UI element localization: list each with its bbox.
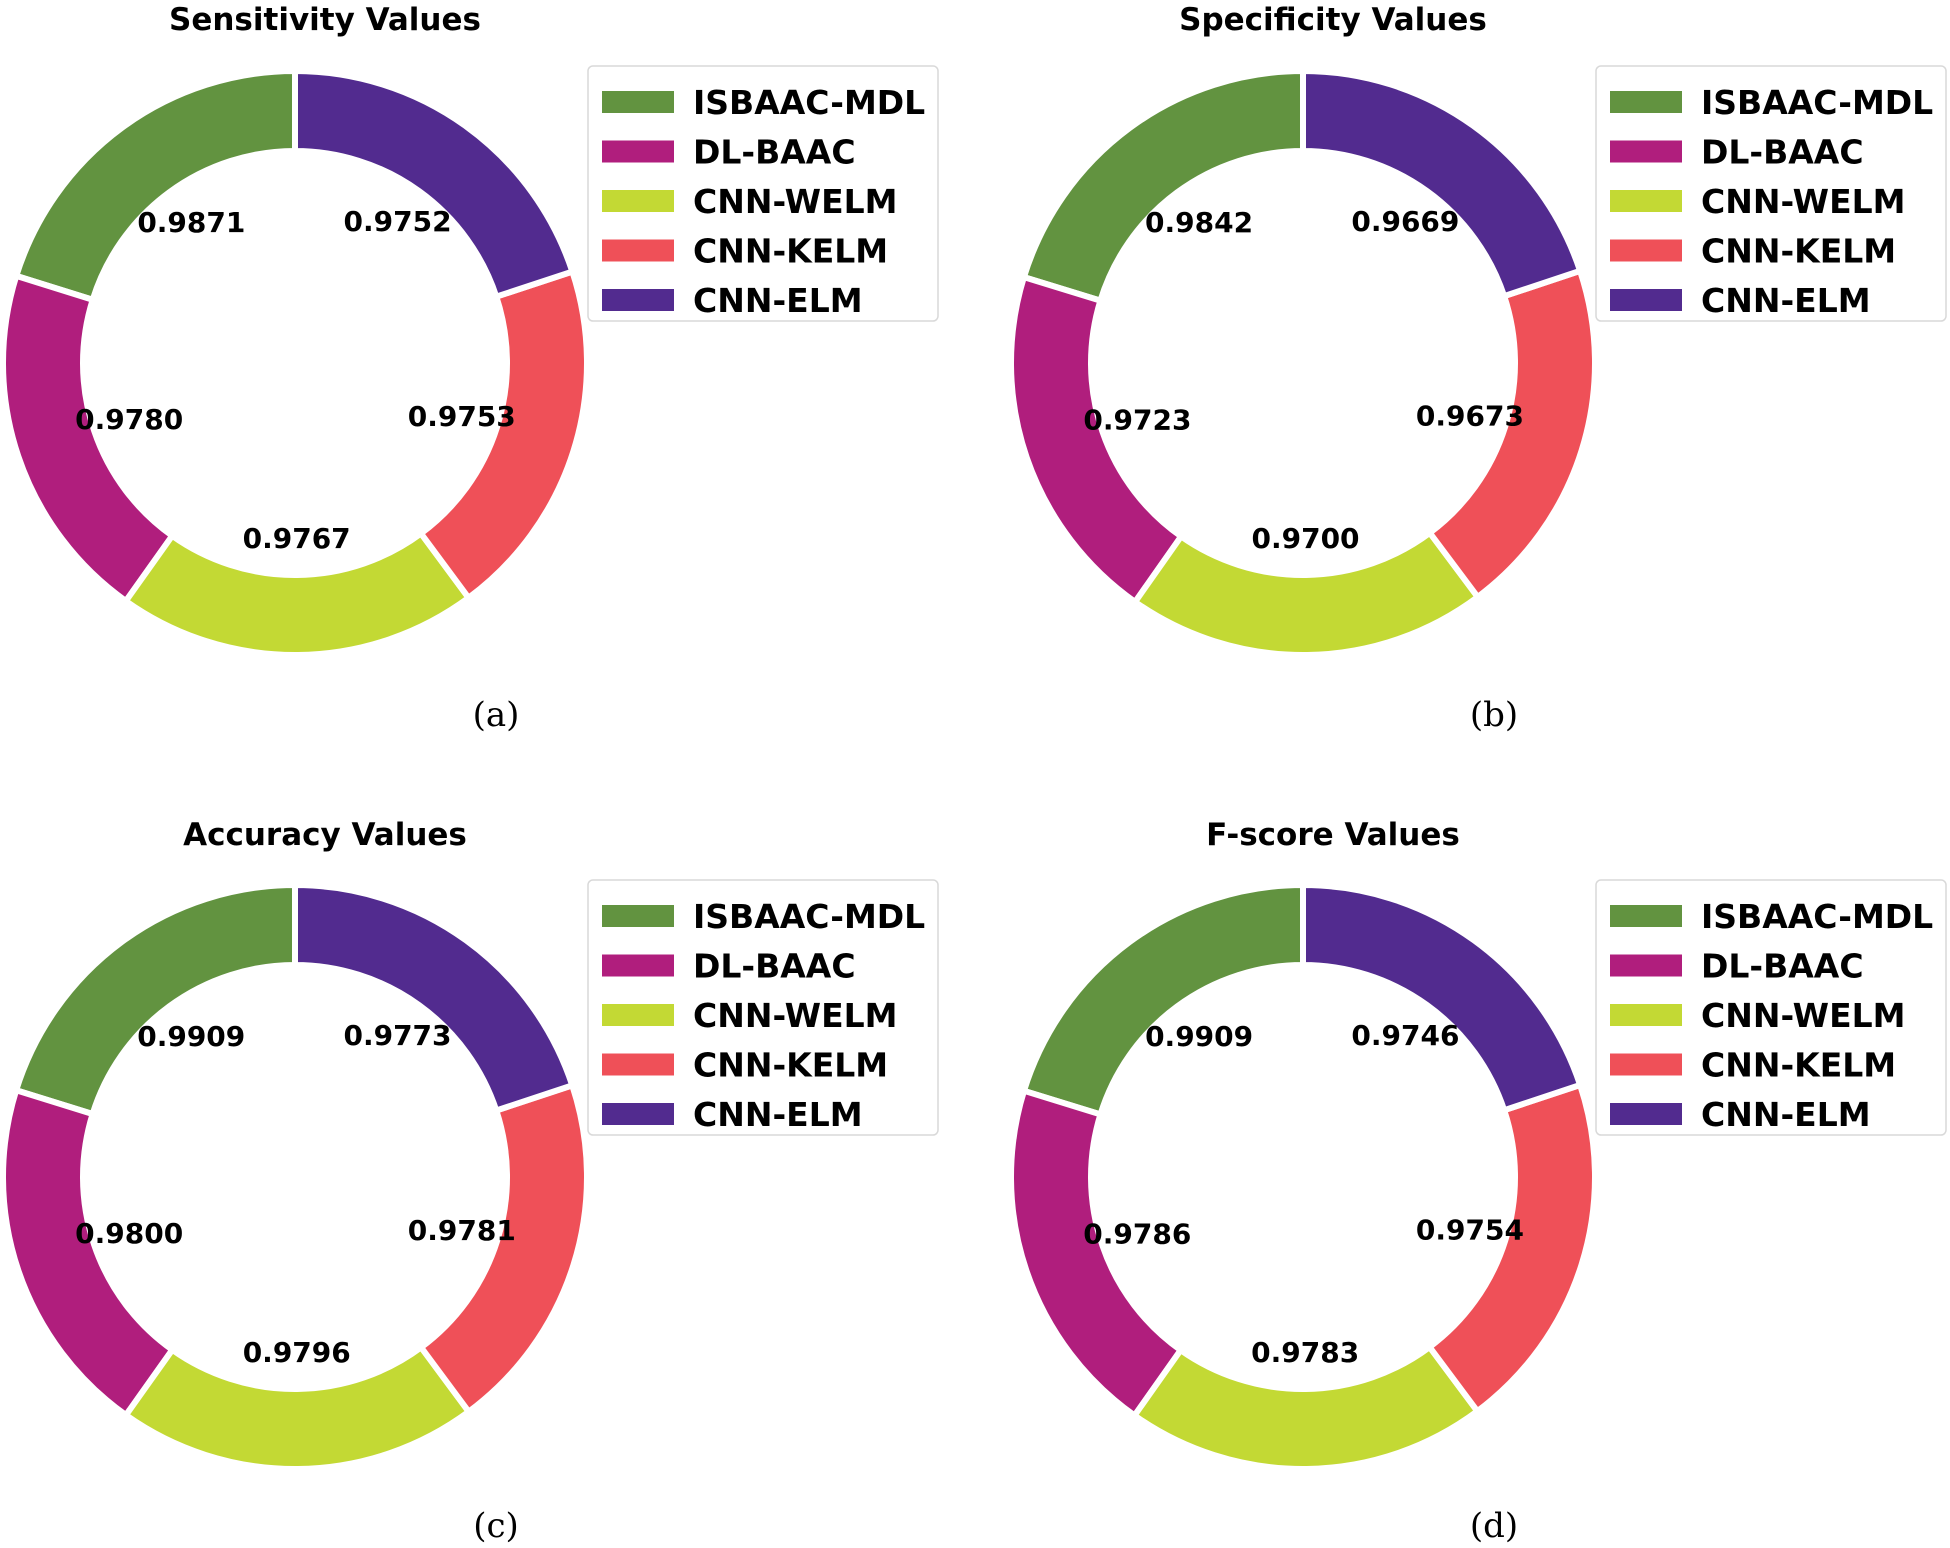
legend-label-cnn-kelm: CNN-KELM: [693, 232, 888, 271]
legend-swatch-cnn-welm: [602, 1004, 674, 1026]
slice-dl-baac: [0, 272, 177, 606]
slice-cnn-kelm: [1425, 267, 1598, 602]
data-label-cnn-welm: 0.9783: [1251, 1336, 1359, 1369]
legend: ISBAAC-MDL DL-BAAC CNN-WELM CNN-KELM CNN-ELM: [1595, 65, 1947, 322]
slice-isbaac-mdl: [12, 67, 298, 304]
legend-frame: [587, 65, 939, 322]
chart-specificity-values: Specificity Values 0.9842 0.9723 0.9700 0.96…: [1008, 2, 1947, 735]
data-label-cnn-welm: 0.9700: [1251, 522, 1359, 555]
legend: ISBAAC-MDL DL-BAAC CNN-WELM CNN-KELM CNN-ELM: [587, 65, 939, 322]
legend-label-cnn-elm: CNN-ELM: [693, 281, 863, 320]
legend-label-cnn-kelm: CNN-KELM: [1701, 232, 1896, 271]
data-label-isbaac-mdl: 0.9909: [137, 1020, 245, 1053]
legend-label-dl-baac: DL-BAAC: [693, 947, 856, 986]
legend-label-dl-baac: DL-BAAC: [693, 133, 856, 172]
slice-dl-baac: [1008, 273, 1186, 607]
legend-swatch-isbaac-mdl: [1610, 905, 1682, 927]
legend-swatch-cnn-welm: [1610, 190, 1682, 212]
data-label-cnn-kelm: 0.9753: [408, 400, 516, 433]
legend-label-cnn-elm: CNN-ELM: [693, 1095, 863, 1134]
data-label-cnn-elm: 0.9746: [1351, 1019, 1459, 1052]
legend-swatch-cnn-kelm: [1610, 239, 1682, 262]
slice-cnn-elm: [292, 881, 577, 1115]
legend-label-cnn-elm: CNN-ELM: [1701, 281, 1871, 320]
legend-swatch-dl-baac: [602, 140, 674, 163]
legend-label-isbaac-mdl: ISBAAC-MDL: [1701, 83, 1933, 122]
data-label-dl-baac: 0.9800: [75, 1217, 183, 1250]
slice-cnn-kelm: [416, 267, 590, 603]
slice-dl-baac: [0, 1086, 177, 1420]
chart-title: Specificity Values: [1179, 2, 1487, 38]
legend-swatch-cnn-kelm: [602, 239, 674, 262]
chart-sensitivity-values: Sensitivity Values 0.9871 0.9780 0.9767 0.97…: [0, 2, 939, 735]
legend-label-isbaac-mdl: ISBAAC-MDL: [1701, 897, 1933, 936]
legend-swatch-dl-baac: [602, 954, 674, 977]
data-label-dl-baac: 0.9780: [75, 403, 183, 436]
chart-accuracy-values: Accuracy Values 0.9909 0.9800 0.9796 0.9781 0…: [0, 817, 939, 1546]
slice-isbaac-mdl: [1020, 881, 1306, 1119]
slice-isbaac-mdl: [1020, 67, 1306, 305]
panel-caption: (d): [1470, 1506, 1518, 1546]
legend-swatch-cnn-welm: [1610, 1004, 1682, 1026]
legend-swatch-cnn-elm: [602, 1103, 674, 1125]
legend-label-cnn-welm: CNN-WELM: [1701, 996, 1905, 1035]
data-label-isbaac-mdl: 0.9842: [1145, 206, 1253, 239]
legend-label-cnn-elm: CNN-ELM: [1701, 1095, 1871, 1134]
chart-title: Sensitivity Values: [169, 2, 481, 38]
data-label-cnn-kelm: 0.9754: [1416, 1214, 1524, 1247]
legend-swatch-dl-baac: [1610, 954, 1682, 977]
data-label-dl-baac: 0.9786: [1083, 1217, 1191, 1250]
legend-swatch-cnn-kelm: [602, 1053, 674, 1076]
legend-frame: [1595, 879, 1947, 1136]
slice-cnn-kelm: [416, 1081, 590, 1416]
legend-swatch-isbaac-mdl: [602, 905, 674, 927]
legend-label-isbaac-mdl: ISBAAC-MDL: [693, 897, 925, 936]
slice-cnn-kelm: [1425, 1081, 1598, 1416]
legend-frame: [587, 879, 939, 1136]
legend: ISBAAC-MDL DL-BAAC CNN-WELM CNN-KELM CNN-ELM: [1595, 879, 1947, 1136]
chart-title: Accuracy Values: [183, 817, 467, 853]
slice-cnn-elm: [1300, 881, 1584, 1115]
data-label-dl-baac: 0.9723: [1083, 404, 1191, 437]
legend-swatch-cnn-kelm: [1610, 1053, 1682, 1076]
panel-caption: (c): [473, 1506, 519, 1546]
legend-swatch-cnn-elm: [1610, 1103, 1682, 1125]
panel-caption: (b): [1470, 695, 1518, 735]
legend-swatch-isbaac-mdl: [1610, 91, 1682, 113]
legend-swatch-dl-baac: [1610, 140, 1682, 163]
legend-swatch-isbaac-mdl: [602, 91, 674, 113]
data-label-isbaac-mdl: 0.9909: [1145, 1020, 1253, 1053]
legend-label-dl-baac: DL-BAAC: [1701, 133, 1864, 172]
legend-swatch-cnn-elm: [602, 289, 674, 311]
slice-cnn-elm: [292, 67, 577, 301]
legend-label-dl-baac: DL-BAAC: [1701, 947, 1864, 986]
data-label-cnn-welm: 0.9796: [243, 1336, 351, 1369]
panel-caption: (a): [473, 695, 520, 735]
data-label-cnn-elm: 0.9669: [1351, 205, 1459, 238]
legend-label-isbaac-mdl: ISBAAC-MDL: [693, 83, 925, 122]
data-label-cnn-elm: 0.9773: [343, 1019, 451, 1052]
legend-frame: [1595, 65, 1947, 322]
legend-label-cnn-kelm: CNN-KELM: [693, 1046, 888, 1085]
data-label-isbaac-mdl: 0.9871: [137, 206, 245, 239]
legend-swatch-cnn-welm: [602, 190, 674, 212]
chart-title: F-score Values: [1206, 817, 1460, 853]
data-label-cnn-kelm: 0.9781: [408, 1214, 516, 1247]
chart-f-score-values: F-score Values 0.9909 0.9786 0.9783 0.9754 0.…: [1008, 817, 1947, 1546]
legend-label-cnn-welm: CNN-WELM: [1701, 182, 1905, 221]
legend-swatch-cnn-elm: [1610, 289, 1682, 311]
slice-cnn-elm: [1300, 67, 1584, 300]
data-label-cnn-elm: 0.9752: [344, 205, 452, 238]
legend-label-cnn-welm: CNN-WELM: [693, 182, 897, 221]
legend-label-cnn-kelm: CNN-KELM: [1701, 1046, 1896, 1085]
data-label-cnn-welm: 0.9767: [243, 522, 351, 555]
data-label-cnn-kelm: 0.9673: [1416, 399, 1524, 432]
legend-label-cnn-welm: CNN-WELM: [693, 996, 897, 1035]
legend: ISBAAC-MDL DL-BAAC CNN-WELM CNN-KELM CNN-ELM: [587, 879, 939, 1136]
slice-isbaac-mdl: [12, 881, 298, 1118]
slice-dl-baac: [1008, 1087, 1185, 1420]
